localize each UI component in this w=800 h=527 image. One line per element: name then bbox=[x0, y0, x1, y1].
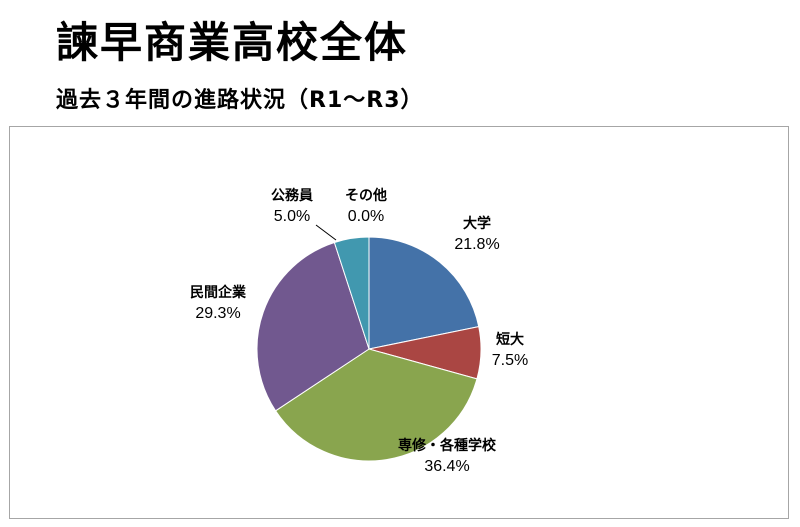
pie-slice-3 bbox=[256, 241, 370, 412]
label-slice-1-name: 短大 bbox=[496, 331, 524, 347]
label-slice-3-name: 民間企業 bbox=[190, 284, 247, 300]
label-slice-3-value: 29.3% bbox=[195, 305, 240, 322]
label-slice-0-name: 大学 bbox=[463, 215, 491, 231]
leader-line-koumuin bbox=[315, 224, 337, 241]
pie-slice-2 bbox=[274, 348, 478, 462]
label-slice-2-value: 36.4% bbox=[424, 458, 469, 475]
label-slice-4-name: 公務員 bbox=[271, 187, 313, 203]
label-slice-4-value: 5.0% bbox=[274, 208, 310, 225]
label-slice-5-value: 0.0% bbox=[348, 208, 384, 225]
page-subtitle: 過去３年間の進路状況（R1～R3） bbox=[56, 88, 424, 113]
page-title: 諫早商業高校全体 bbox=[56, 18, 409, 67]
pie-slice-0 bbox=[368, 236, 480, 350]
label-slice-5-name: その他 bbox=[345, 187, 387, 203]
label-slice-0-value: 21.8% bbox=[454, 236, 499, 253]
pie-slice-4 bbox=[333, 236, 370, 350]
label-slice-1-value: 7.5% bbox=[492, 352, 528, 369]
label-slice-2-name: 専修・各種学校 bbox=[398, 437, 497, 453]
